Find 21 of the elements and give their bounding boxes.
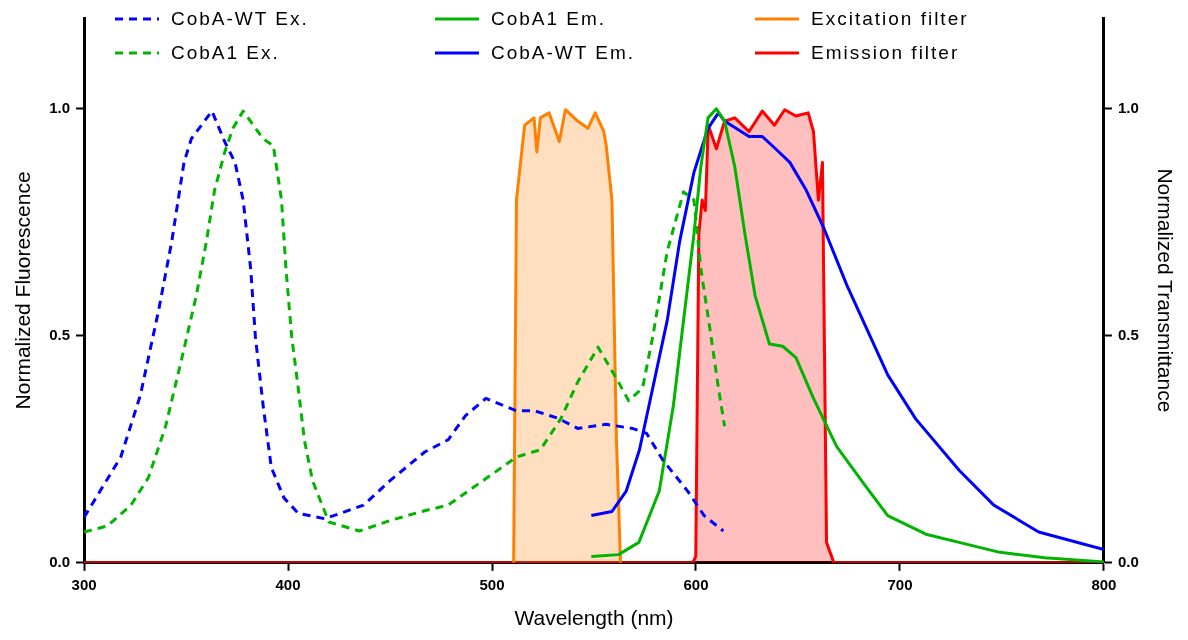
x-tick-label: 800 xyxy=(1091,575,1117,593)
x-tick-label: 700 xyxy=(887,575,913,593)
y-tick-label: 0.5 xyxy=(49,325,71,343)
y-axis-title: Normalized Fluorescence xyxy=(11,171,35,410)
legend-label: CobA-WT Ex. xyxy=(171,8,309,30)
legend-label: CobA-WT Em. xyxy=(491,42,636,64)
y-tick-label: 1.0 xyxy=(49,98,71,116)
x-tick-label: 500 xyxy=(479,575,505,593)
y2-axis-title: Normalized Transmittance xyxy=(1153,168,1177,413)
x-tick-label: 400 xyxy=(275,575,301,593)
y2-tick-label: 0.0 xyxy=(1117,552,1139,570)
x-tick-label: 600 xyxy=(683,575,709,593)
legend-label: Emission filter xyxy=(811,42,960,64)
legend-label: Excitation filter xyxy=(811,8,969,30)
x-tick-label: 300 xyxy=(71,575,97,593)
legend-label: CobA1 Ex. xyxy=(171,42,280,64)
y-tick-label: 0.0 xyxy=(49,552,71,570)
x-axis-title: Wavelength (nm) xyxy=(514,606,674,630)
y2-tick-label: 1.0 xyxy=(1117,98,1139,116)
legend-label: CobA1 Em. xyxy=(491,8,607,30)
y2-tick-label: 0.5 xyxy=(1117,325,1139,343)
